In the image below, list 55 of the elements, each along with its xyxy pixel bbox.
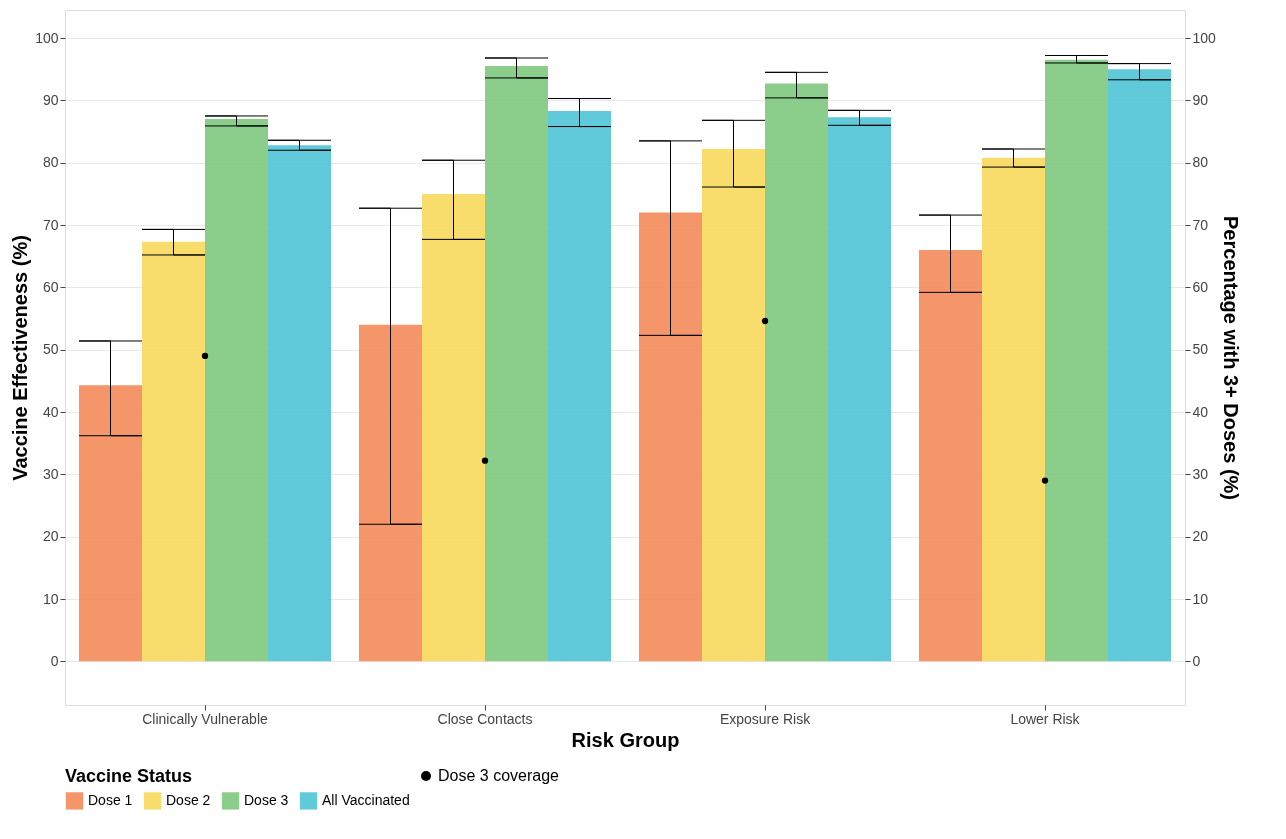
- y-tick-label: 70: [42, 216, 59, 233]
- point: [481, 457, 489, 464]
- bar: [639, 212, 702, 662]
- y-tick-label: 60: [42, 278, 59, 295]
- y-tick-label: 90: [42, 91, 59, 108]
- y-tick-label: 30: [42, 465, 59, 482]
- y2-tick-label: 0: [1192, 652, 1201, 669]
- y-tick-label: 0: [50, 652, 59, 669]
- y2-tick-label: 90: [1192, 91, 1209, 108]
- legend-label: All Vaccinated: [322, 791, 410, 808]
- point: [201, 352, 209, 360]
- bar: [702, 149, 765, 662]
- y-tick-label: 10: [42, 590, 59, 607]
- bar: [142, 241, 205, 662]
- bar: [422, 193, 485, 662]
- x-tick-label: Lower Risk: [1010, 710, 1081, 727]
- bar: [982, 157, 1045, 662]
- y2-axis-title: Percentage with 3+ Doses (%): [1219, 216, 1242, 500]
- x-tick-label: Clinically Vulnerable: [142, 710, 268, 727]
- x-axis-title: Risk Group: [571, 728, 680, 751]
- y-axis-title: Vaccine Effectiveness (%): [9, 235, 32, 481]
- point: [761, 317, 769, 325]
- y2-tick-label: 20: [1192, 528, 1209, 545]
- y2-tick-label: 50: [1192, 341, 1209, 358]
- bar: [765, 83, 828, 662]
- y-tick-label: 80: [42, 154, 59, 171]
- bar: [919, 249, 982, 662]
- legend-label: Dose 2: [166, 791, 211, 808]
- y-tick-label: 50: [42, 341, 59, 358]
- x-tick-label: Exposure Risk: [719, 710, 812, 727]
- x-tick-label: Close Contacts: [437, 710, 533, 727]
- bar: [828, 117, 891, 662]
- bar: [1108, 69, 1171, 662]
- y2-tick-label: 80: [1192, 154, 1209, 171]
- y2-tick-label: 10: [1192, 590, 1209, 607]
- bar: [268, 145, 331, 662]
- y2-tick-label: 30: [1192, 465, 1209, 482]
- bar: [205, 119, 268, 662]
- bar: [548, 110, 611, 662]
- legend-label: Dose 3 coverage: [438, 767, 560, 784]
- y-tick-label: 20: [42, 528, 59, 545]
- y-tick-label: 100: [35, 29, 59, 46]
- bar: [359, 324, 422, 662]
- y2-tick-label: 40: [1192, 403, 1209, 420]
- y2-tick-label: 70: [1192, 216, 1209, 233]
- legend-title: Vaccine Status: [65, 766, 193, 786]
- y2-tick-label: 100: [1192, 29, 1217, 46]
- point: [1041, 477, 1049, 484]
- bar: [1045, 59, 1108, 662]
- bar: [79, 385, 142, 662]
- bar: [485, 66, 548, 662]
- y-tick-label: 40: [42, 403, 59, 420]
- legend-label: Dose 3: [244, 791, 289, 808]
- y2-tick-label: 60: [1192, 278, 1209, 295]
- legend-label: Dose 1: [88, 791, 133, 808]
